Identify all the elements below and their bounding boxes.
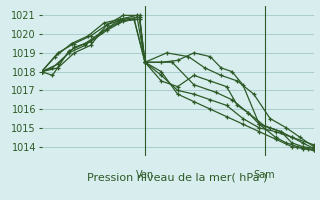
Text: Ven: Ven — [136, 170, 154, 180]
Text: Sam: Sam — [254, 170, 276, 180]
X-axis label: Pression niveau de la mer( hPa ): Pression niveau de la mer( hPa ) — [87, 173, 268, 183]
